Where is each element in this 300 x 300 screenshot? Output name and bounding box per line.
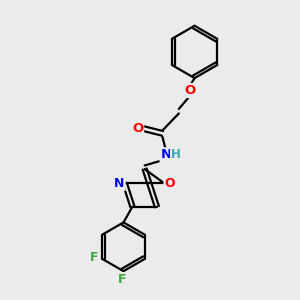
- Text: O: O: [132, 122, 143, 134]
- Text: H: H: [171, 148, 181, 161]
- Text: O: O: [184, 84, 196, 97]
- Text: N: N: [160, 148, 172, 161]
- Text: O: O: [164, 177, 175, 190]
- Text: N: N: [114, 177, 125, 190]
- Text: F: F: [90, 251, 98, 264]
- Text: F: F: [118, 273, 126, 286]
